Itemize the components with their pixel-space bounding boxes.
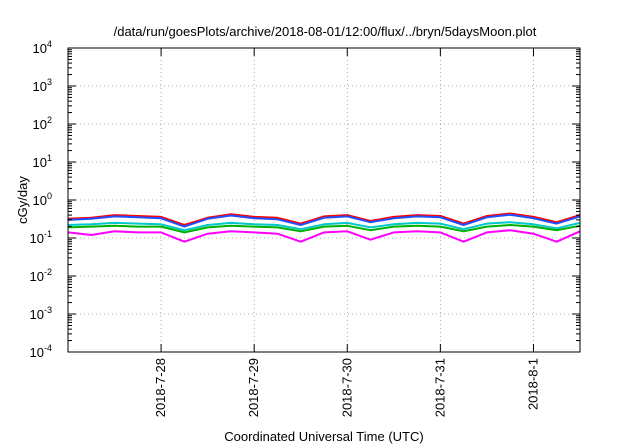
y-tick-label: 104 [33,39,52,56]
y-tick-label: 103 [33,77,52,94]
series-line-3 [67,221,581,232]
x-tick-label: 2018-7-31 [432,358,447,417]
x-tick-label: 2018-8-1 [525,358,540,410]
x-tick-label: 2018-7-29 [246,358,261,417]
y-axis-label: cGy/day [15,176,30,224]
x-tick-label: 2018-7-28 [153,358,168,417]
y-tick-label: 10-2 [30,267,52,284]
y-tick-label: 100 [33,191,52,208]
chart-title: /data/run/goesPlots/archive/2018-08-01/1… [114,24,537,39]
series-line-5 [67,229,581,243]
series-group [67,212,581,243]
grid [68,48,580,352]
x-axis-label: Coordinated Universal Time (UTC) [224,429,423,444]
y-axis: 104 103 102 101 100 10-1 10-2 10-3 10-4 [30,39,580,360]
series-line-4 [67,224,581,234]
y-tick-label: 10-1 [30,229,52,246]
y-tick-label: 101 [33,153,52,170]
y-tick-label: 10-4 [30,343,52,360]
x-tick-label: 2018-7-30 [339,358,354,417]
y-tick-label: 10-3 [30,305,52,322]
series-line-2 [67,213,581,228]
series-line-1 [67,212,581,226]
x-axis: 2018-7-28 2018-7-29 2018-7-30 2018-7-31 2018… [153,48,540,417]
y-tick-label: 102 [33,115,52,132]
